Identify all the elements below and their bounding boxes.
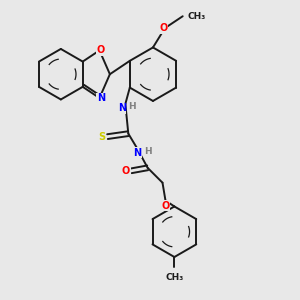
Text: N: N [97, 93, 105, 103]
Text: N: N [133, 148, 141, 158]
Text: S: S [99, 132, 106, 142]
Text: H: H [144, 147, 152, 156]
Text: O: O [122, 166, 130, 176]
Text: CH₃: CH₃ [187, 12, 206, 21]
Text: O: O [159, 23, 167, 33]
Text: O: O [161, 201, 169, 211]
Text: N: N [118, 103, 126, 113]
Text: CH₃: CH₃ [165, 273, 184, 282]
Text: H: H [128, 102, 136, 111]
Text: O: O [97, 45, 105, 56]
